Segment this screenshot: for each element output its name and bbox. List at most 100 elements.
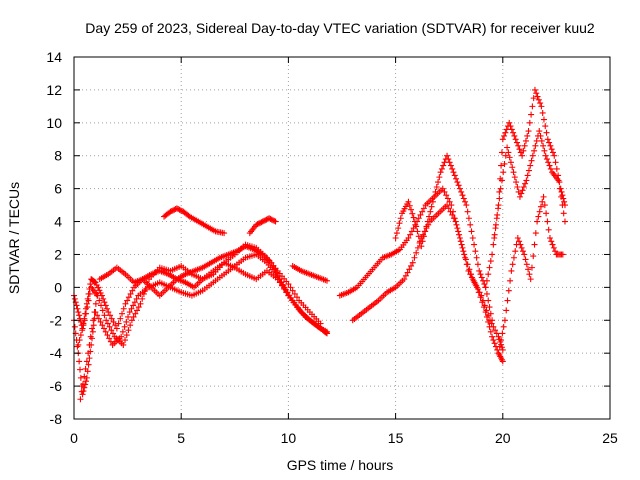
data-point bbox=[127, 322, 134, 329]
data-point bbox=[498, 337, 505, 344]
data-point bbox=[541, 202, 548, 209]
data-point bbox=[545, 159, 552, 166]
data-point bbox=[76, 312, 83, 319]
data-point bbox=[130, 302, 137, 309]
data-point bbox=[431, 193, 438, 200]
data-point bbox=[482, 284, 489, 291]
series-track-e bbox=[161, 205, 228, 237]
data-point bbox=[525, 266, 532, 273]
data-point bbox=[489, 317, 496, 324]
data-point bbox=[407, 231, 414, 238]
data-point bbox=[91, 278, 98, 285]
data-point bbox=[533, 90, 540, 97]
data-point bbox=[271, 217, 278, 224]
data-point bbox=[259, 218, 266, 225]
data-point bbox=[101, 325, 108, 332]
data-point bbox=[427, 208, 434, 215]
data-point bbox=[105, 309, 112, 316]
data-point bbox=[101, 299, 108, 306]
data-point bbox=[501, 160, 508, 167]
data-point bbox=[531, 241, 538, 248]
data-point bbox=[140, 290, 147, 297]
data-point bbox=[473, 282, 480, 289]
data-point bbox=[413, 223, 420, 230]
data-point bbox=[446, 198, 453, 205]
data-point bbox=[513, 139, 520, 146]
data-point bbox=[465, 215, 472, 222]
data-point bbox=[323, 328, 330, 335]
data-point bbox=[417, 211, 424, 218]
data-point bbox=[404, 269, 411, 276]
data-point bbox=[495, 333, 502, 340]
data-point bbox=[498, 177, 505, 184]
data-point bbox=[552, 248, 559, 255]
data-point bbox=[91, 309, 98, 316]
data-point bbox=[485, 271, 492, 278]
series-track-m bbox=[495, 193, 566, 357]
data-point bbox=[487, 328, 494, 335]
data-point bbox=[420, 205, 427, 212]
data-point bbox=[167, 208, 174, 215]
data-point bbox=[97, 318, 104, 325]
data-point bbox=[130, 313, 137, 320]
data-point bbox=[95, 284, 102, 291]
data-point bbox=[508, 126, 515, 133]
data-point bbox=[507, 277, 514, 284]
data-point bbox=[515, 142, 522, 149]
data-point bbox=[528, 157, 535, 164]
data-point bbox=[426, 213, 433, 220]
data-point bbox=[499, 136, 506, 143]
data-point bbox=[108, 315, 115, 322]
data-point bbox=[524, 172, 531, 179]
data-point bbox=[139, 295, 146, 302]
data-point bbox=[447, 208, 454, 215]
data-point bbox=[508, 267, 515, 274]
data-point bbox=[510, 254, 517, 261]
data-point bbox=[493, 215, 500, 222]
data-point bbox=[78, 388, 85, 395]
data-point bbox=[460, 195, 467, 202]
data-point bbox=[87, 281, 94, 288]
data-point bbox=[452, 218, 459, 225]
data-point bbox=[528, 264, 535, 271]
data-point bbox=[443, 192, 450, 199]
series-track-j bbox=[392, 152, 496, 324]
data-point bbox=[133, 295, 140, 302]
data-point bbox=[528, 111, 535, 118]
data-point bbox=[120, 341, 127, 348]
data-point bbox=[255, 220, 262, 227]
data-point bbox=[449, 165, 456, 172]
series-track-l bbox=[491, 128, 568, 241]
data-point bbox=[502, 152, 509, 159]
data-point bbox=[491, 340, 498, 347]
data-point bbox=[77, 374, 84, 381]
data-point bbox=[77, 366, 84, 373]
data-point bbox=[462, 256, 469, 263]
data-point bbox=[453, 175, 460, 182]
data-point bbox=[499, 330, 506, 337]
data-point bbox=[476, 267, 483, 274]
data-point bbox=[435, 179, 442, 186]
data-point bbox=[420, 233, 427, 240]
data-point bbox=[177, 207, 184, 214]
data-point bbox=[76, 337, 83, 344]
data-point bbox=[474, 286, 481, 293]
x-tick-label: 25 bbox=[602, 430, 618, 446]
data-point bbox=[464, 208, 471, 215]
data-point bbox=[493, 330, 500, 337]
data-point bbox=[437, 169, 444, 176]
data-point bbox=[438, 165, 445, 172]
chart-title: Day 259 of 2023, Sidereal Day-to-day VTE… bbox=[85, 20, 595, 36]
data-point bbox=[496, 195, 503, 202]
data-point bbox=[274, 276, 281, 283]
data-point bbox=[549, 241, 556, 248]
data-point bbox=[125, 313, 132, 320]
data-point bbox=[83, 374, 90, 381]
data-point bbox=[456, 185, 463, 192]
x-tick-label: 20 bbox=[495, 430, 511, 446]
data-point bbox=[468, 228, 475, 235]
data-point bbox=[496, 343, 503, 350]
data-point bbox=[75, 309, 82, 316]
data-point bbox=[75, 341, 82, 348]
data-point bbox=[94, 292, 101, 299]
